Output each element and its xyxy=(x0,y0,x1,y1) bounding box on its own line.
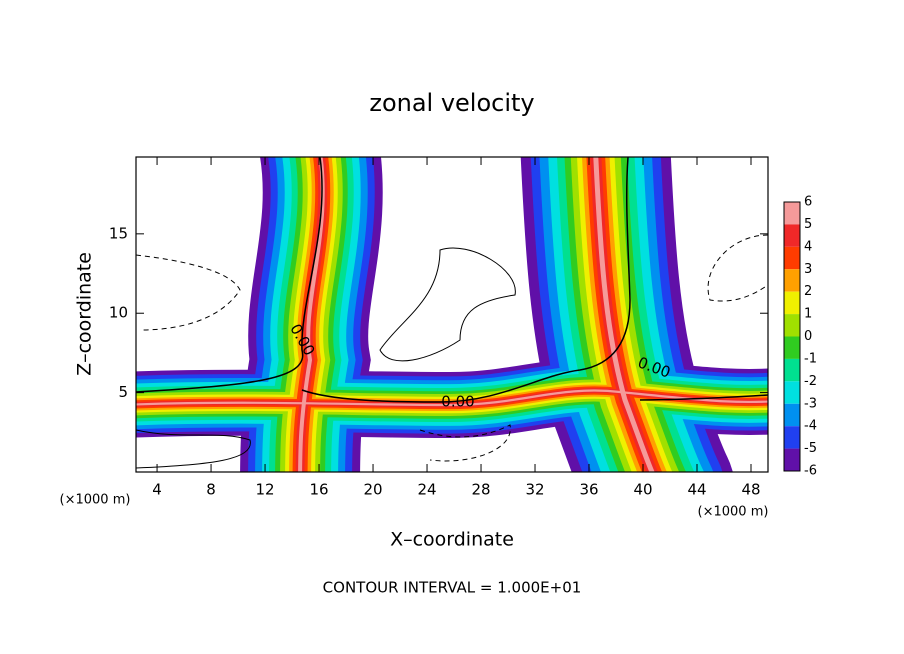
colorbar-label: -3 xyxy=(804,396,817,411)
x-tick-label: 48 xyxy=(741,481,760,499)
colorbar-label: 3 xyxy=(804,262,812,277)
x-unit-label: (×1000 m) xyxy=(698,505,769,520)
footer-note: CONTOUR INTERVAL = 1.000E+01 xyxy=(323,579,582,597)
y-tick-label: 5 xyxy=(118,383,128,401)
field-band xyxy=(593,157,655,472)
x-unit-label: (×1000 m) xyxy=(60,493,131,508)
colorbar-swatch xyxy=(784,358,800,382)
y-axis-label: Z–coordinate xyxy=(74,252,96,376)
y-tick-label: 15 xyxy=(109,224,128,242)
x-tick-label: 4 xyxy=(152,481,162,499)
colorbar-swatch xyxy=(784,246,800,270)
colorbar-swatch xyxy=(784,448,800,471)
x-tick-label: 16 xyxy=(309,481,328,499)
filled-contours xyxy=(136,157,768,472)
colorbar-label: 6 xyxy=(804,195,812,210)
colorbar-swatch xyxy=(784,381,800,404)
x-tick-label: 32 xyxy=(525,481,544,499)
x-tick-label: 12 xyxy=(255,481,274,499)
x-tick-label: 40 xyxy=(633,481,652,499)
colorbar-swatch xyxy=(784,291,800,315)
plot-frame xyxy=(135,156,769,473)
colorbar-swatch xyxy=(784,202,800,225)
x-tick-label: 36 xyxy=(579,481,598,499)
x-tick-label: 44 xyxy=(687,481,706,499)
x-tick-label: 24 xyxy=(417,481,436,499)
x-tick-label: 20 xyxy=(363,481,382,499)
colorbar-swatch xyxy=(784,314,800,337)
colorbar-label: 4 xyxy=(804,239,812,254)
colorbar-label: -1 xyxy=(804,351,817,366)
y-tick-label: 10 xyxy=(109,304,128,322)
chart-title: zonal velocity xyxy=(369,89,534,117)
field-band xyxy=(136,389,768,407)
colorbar-swatch xyxy=(784,403,800,427)
colorbar-label: -5 xyxy=(804,441,817,456)
x-axis-label: X–coordinate xyxy=(390,529,514,551)
colorbar-label: -4 xyxy=(804,419,817,434)
colorbar-swatch xyxy=(784,336,800,359)
colorbar-swatch xyxy=(784,426,800,449)
x-tick-label: 8 xyxy=(206,481,216,499)
colorbar-label: -2 xyxy=(804,374,817,389)
colorbar-label: 0 xyxy=(804,329,812,344)
colorbar-frame xyxy=(783,201,801,472)
colorbar-label: -6 xyxy=(804,464,817,479)
field-band xyxy=(298,157,325,472)
colorbar-label: 1 xyxy=(804,307,812,322)
colorbar-label: 5 xyxy=(804,217,812,232)
colorbar-swatch xyxy=(784,269,800,292)
x-tick-label: 28 xyxy=(471,481,490,499)
colorbar-label: 2 xyxy=(804,284,812,299)
colorbar-swatch xyxy=(784,224,800,247)
contour-label: 0.00 xyxy=(441,393,474,411)
contour-lines xyxy=(136,157,768,469)
